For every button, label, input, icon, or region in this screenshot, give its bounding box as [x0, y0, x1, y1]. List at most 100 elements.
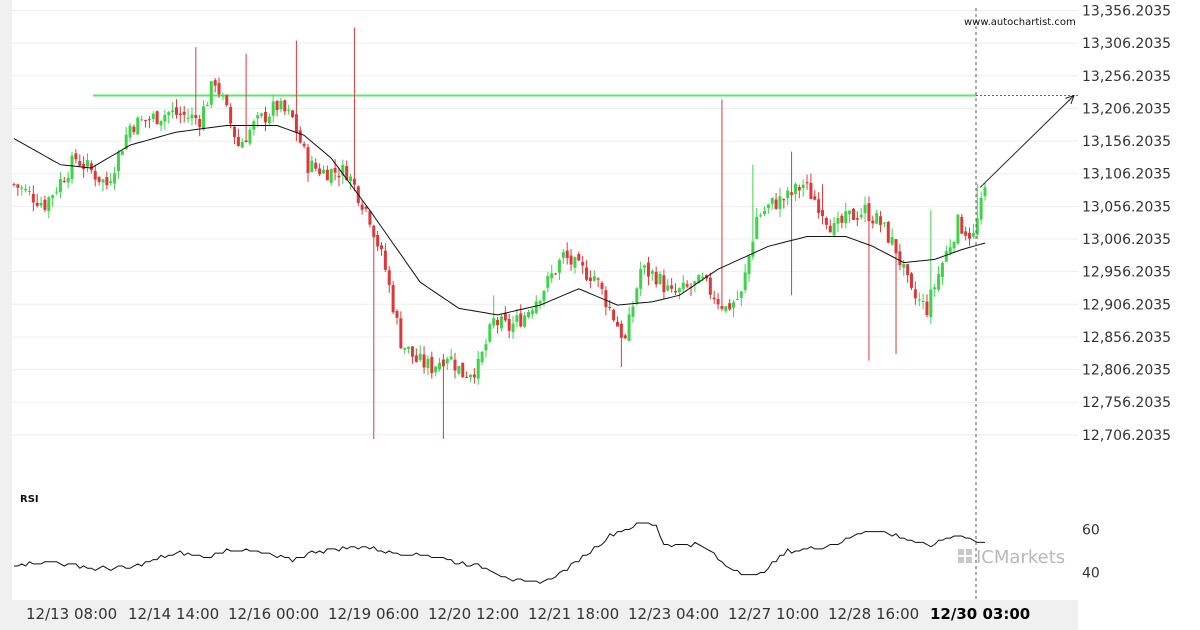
- candle-body: [360, 204, 364, 210]
- time-tick-label: 12/28 16:00: [828, 605, 919, 623]
- candle-body: [670, 285, 674, 289]
- candle-body: [109, 181, 113, 184]
- rsi-layer: 60 40: [14, 522, 1100, 584]
- candle-body: [666, 285, 670, 291]
- time-tick-label: 12/21 18:00: [528, 605, 619, 623]
- candle-body: [708, 277, 712, 295]
- candle-body: [851, 208, 855, 220]
- rsi-line: [14, 522, 985, 584]
- candle-body: [906, 264, 910, 276]
- candle-body: [120, 151, 124, 156]
- candle-body: [16, 184, 20, 188]
- price-tick-label: 13,356.2035: [1082, 3, 1171, 19]
- candle-body: [62, 180, 66, 182]
- candle-body: [530, 310, 534, 315]
- candle-body: [306, 147, 310, 173]
- candle-body: [275, 100, 279, 111]
- candle-body: [693, 281, 697, 285]
- candle-body: [940, 262, 944, 278]
- candle-body: [209, 81, 213, 105]
- candle-body: [836, 217, 840, 224]
- candle-body: [422, 354, 426, 368]
- time-tick-label: 12/27 10:00: [728, 605, 819, 623]
- candle-body: [457, 365, 461, 374]
- candle-body: [527, 311, 531, 318]
- candle-body: [499, 316, 503, 329]
- price-axis-panel: [1078, 0, 1200, 630]
- candle-body: [917, 299, 921, 301]
- candle-body: [387, 270, 391, 286]
- candle-body: [755, 216, 759, 239]
- candle-body: [395, 311, 399, 318]
- candle-body: [368, 211, 372, 225]
- candle-body: [128, 125, 132, 138]
- candle-body: [685, 284, 689, 287]
- brand-icon: [958, 549, 972, 563]
- candle-body: [557, 260, 561, 273]
- candle-body: [418, 353, 422, 360]
- candle-body: [468, 374, 472, 378]
- candle-body: [51, 195, 55, 199]
- rsi-panel-label: RSI: [20, 494, 39, 505]
- candle-body: [573, 257, 577, 268]
- candle-body: [596, 278, 600, 280]
- candle-body: [240, 141, 244, 148]
- candle-body: [913, 289, 917, 299]
- price-axis: 13,356.2035 13,306.2035 13,256.2035 13,206.…: [1082, 3, 1171, 443]
- price-tick-label: 12,706.2035: [1082, 428, 1171, 444]
- candle-body: [577, 253, 581, 261]
- candle-body: [828, 225, 832, 233]
- candle-body: [817, 199, 821, 213]
- candle-body: [147, 119, 151, 121]
- candle-body: [797, 187, 801, 191]
- candle-body: [186, 117, 190, 119]
- candle-body: [329, 169, 333, 183]
- candle-body: [554, 273, 558, 275]
- candle-body: [983, 187, 987, 197]
- candle-body: [325, 169, 329, 181]
- candle-body: [105, 177, 109, 186]
- candle-body: [921, 300, 925, 303]
- candle-body: [909, 273, 913, 288]
- candle-body: [538, 300, 542, 304]
- candle-body: [294, 114, 298, 133]
- candle-body: [430, 356, 434, 374]
- candle-body: [263, 112, 267, 123]
- candle-body: [534, 301, 538, 314]
- candle-body: [523, 315, 527, 327]
- candle-body: [662, 275, 666, 293]
- candle-body: [86, 160, 90, 167]
- candle-body: [124, 134, 128, 150]
- candle-body: [592, 276, 596, 281]
- price-tick-label: 13,306.2035: [1082, 36, 1171, 52]
- candle-body: [681, 282, 685, 289]
- projection-arrow-line: [979, 95, 1075, 188]
- candle-body: [461, 362, 465, 378]
- candle-body: [27, 190, 31, 192]
- candle-body: [612, 309, 616, 321]
- candle-body: [198, 118, 202, 128]
- candle-body: [151, 113, 155, 119]
- candle-body: [635, 288, 639, 304]
- candle-body: [225, 95, 229, 106]
- gridlines: [12, 9, 1078, 436]
- candle-body: [677, 288, 681, 293]
- candle-body: [762, 210, 766, 215]
- candle-body: [101, 179, 105, 183]
- candle-body: [824, 217, 828, 225]
- candle-body: [627, 314, 631, 341]
- price-tick-label: 12,956.2035: [1082, 265, 1171, 281]
- candle-body: [244, 140, 248, 143]
- candle-body: [178, 113, 182, 115]
- candle-body: [24, 188, 28, 191]
- candle-body: [747, 255, 751, 275]
- source-url: www.autochartist.com: [964, 17, 1076, 28]
- candle-body: [956, 214, 960, 244]
- price-tick-label: 12,856.2035: [1082, 330, 1171, 346]
- candle-body: [782, 199, 786, 201]
- price-tick-label: 12,806.2035: [1082, 363, 1171, 379]
- candle-body: [581, 261, 585, 266]
- candle-body: [12, 183, 16, 185]
- candle-body: [716, 299, 720, 305]
- candle-body: [650, 270, 654, 274]
